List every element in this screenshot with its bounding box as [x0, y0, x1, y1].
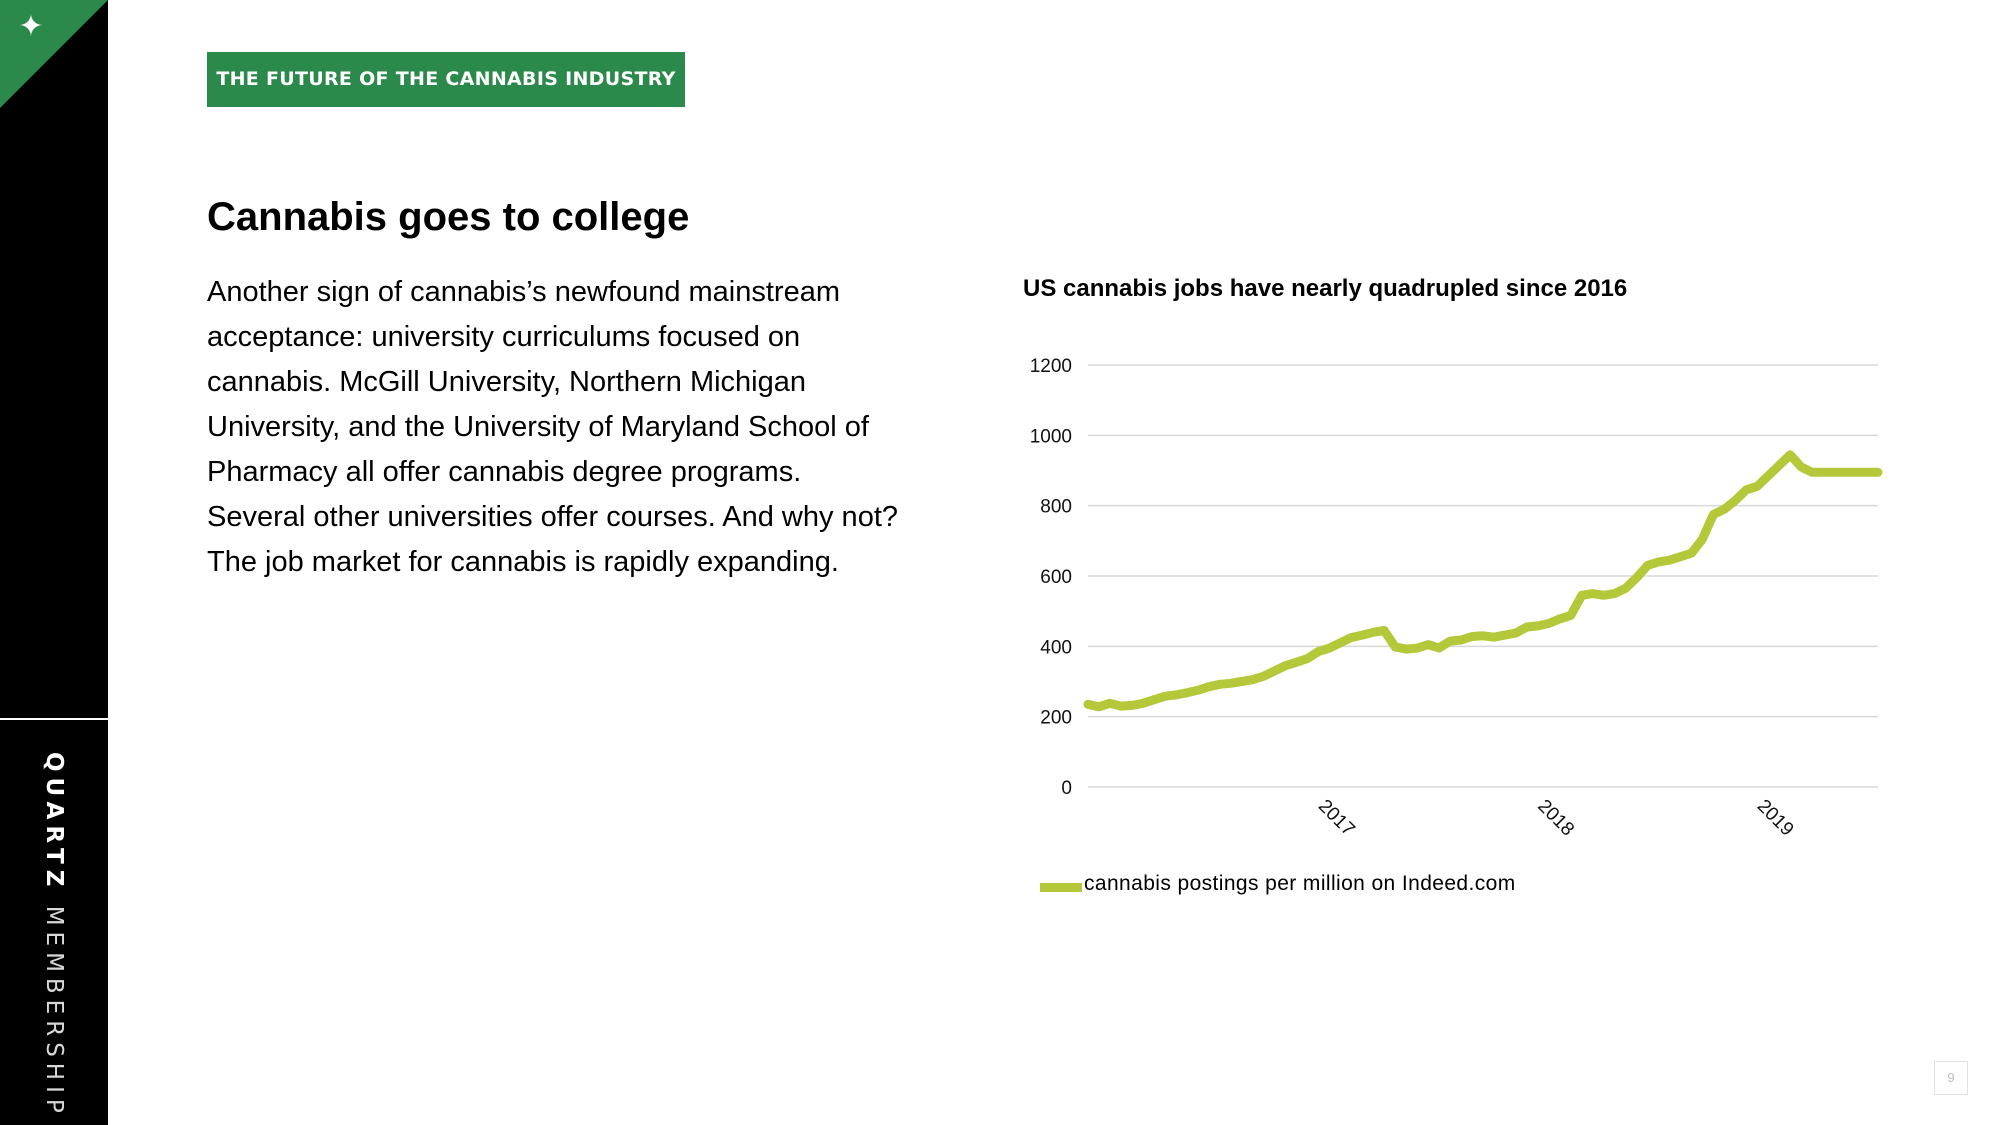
- legend-label: cannabis postings per million on Indeed.…: [1084, 872, 1516, 895]
- x-tick-label: 2018: [1533, 796, 1578, 841]
- y-tick-label: 1000: [1030, 426, 1072, 447]
- grid-lines: [1088, 364, 1878, 788]
- legend-swatch: [1040, 883, 1082, 892]
- x-tick-label: 2017: [1314, 796, 1359, 841]
- series-group: [1083, 450, 1883, 712]
- sidebar-divider: [0, 718, 108, 720]
- brand-bold: QUARTZ: [41, 752, 67, 893]
- series-line: [1083, 450, 1883, 712]
- section-banner: THE FUTURE OF THE CANNABIS INDUSTRY: [207, 52, 685, 107]
- y-tick-label: 200: [1040, 708, 1072, 729]
- x-axis-ticks: 2017 2018 2019: [1314, 796, 1798, 841]
- x-tick-label: 2019: [1753, 796, 1798, 841]
- body-paragraph: Another sign of cannabis’s newfound main…: [207, 276, 899, 578]
- line-chart: 0 200 400 600 800 1000 1200 2017 2018 2019: [1030, 356, 1883, 841]
- brand-light: MEMBERSHIP: [41, 905, 67, 1119]
- page-number: 9: [1934, 1061, 1968, 1095]
- y-tick-label: 400: [1040, 637, 1072, 658]
- y-tick-label: 0: [1061, 778, 1072, 799]
- brand-logo[interactable]: QUARTZ MEMBERSHIP: [41, 752, 67, 1119]
- page-title: Cannabis goes to college: [207, 195, 690, 239]
- sidebar: ✦ QUARTZ MEMBERSHIP: [0, 0, 108, 1125]
- corner-accent: [0, 0, 108, 108]
- y-tick-label: 1200: [1030, 356, 1072, 377]
- y-tick-label: 800: [1040, 497, 1072, 518]
- y-tick-label: 600: [1040, 567, 1072, 588]
- y-axis-ticks: 0 200 400 600 800 1000 1200: [1030, 356, 1072, 799]
- sparkle-icon: ✦: [18, 10, 44, 43]
- chart-title: US cannabis jobs have nearly quadrupled …: [1023, 275, 1628, 302]
